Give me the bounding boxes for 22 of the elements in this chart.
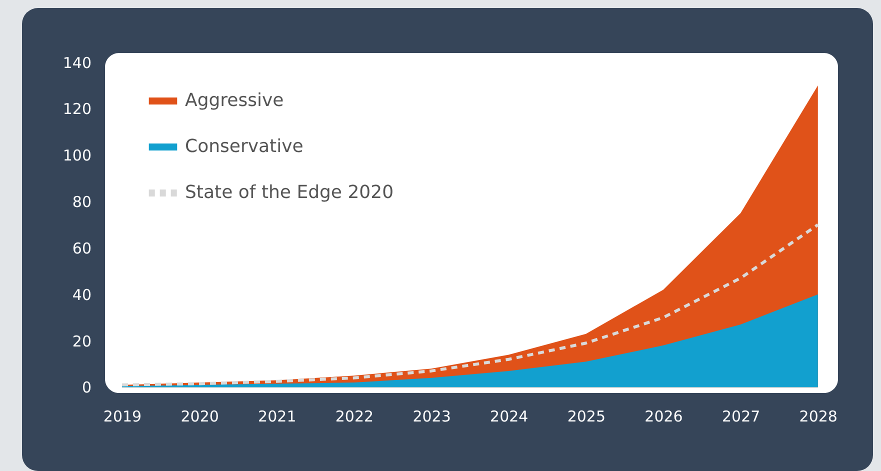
- y-tick-label: 120: [62, 100, 92, 118]
- x-tick-label: 2019: [103, 408, 142, 426]
- y-tick-label: 80: [72, 193, 92, 212]
- y-tick-label: 60: [72, 239, 92, 258]
- y-tick-label: 40: [72, 286, 92, 304]
- x-tick-label: 2025: [567, 408, 606, 426]
- x-tick-label: 2026: [644, 408, 683, 426]
- legend-label: Aggressive: [185, 90, 284, 111]
- x-tick-label: 2020: [180, 408, 219, 426]
- y-tick-label: 140: [62, 54, 92, 72]
- x-tick-label: 2023: [412, 408, 451, 426]
- x-tick-label: 2022: [335, 408, 374, 426]
- x-tick-label: 2024: [490, 408, 528, 426]
- x-tick-label: 2027: [722, 408, 760, 426]
- y-tick-label: 0: [82, 378, 92, 397]
- y-tick-label: 100: [62, 146, 92, 165]
- line-series: [120, 223, 820, 386]
- legend-label: Conservative: [185, 136, 304, 157]
- x-tick-label: 2028: [799, 408, 838, 426]
- y-tick-label: 20: [72, 332, 92, 350]
- legend-label: State of the Edge 2020: [185, 182, 394, 203]
- x-tick-label: 2021: [258, 408, 296, 426]
